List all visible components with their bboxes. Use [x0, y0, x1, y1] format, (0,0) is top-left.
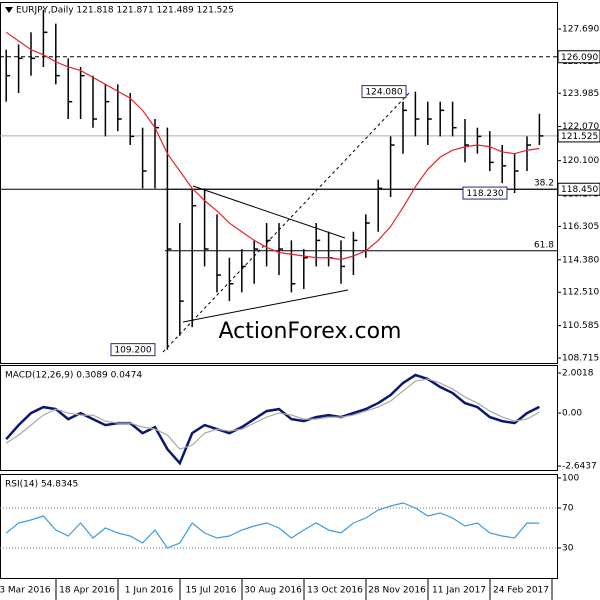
y-tick-label: 127.690: [562, 25, 599, 35]
y-tick-label: 112.510: [562, 288, 599, 298]
symbol-icon: [5, 7, 13, 13]
x-tick-label: 24 Feb 2017: [493, 586, 549, 596]
trend-line-lower: [182, 289, 349, 323]
callout-box: [462, 186, 508, 200]
y-tick-label: 116.305: [562, 222, 599, 232]
indicator-line: [5, 502, 540, 549]
y-tick-label: 30: [562, 544, 574, 554]
macd-panel-frame: [0, 365, 558, 471]
watermark: ActionForex.com: [219, 319, 402, 344]
price-tag-label: 121.525: [561, 132, 598, 142]
moving-average: [5, 31, 540, 261]
x-tick-label: 11 Jan 2017: [432, 586, 486, 596]
y-tick-label: 0.00: [562, 409, 582, 419]
y-tick-label: 108.715: [562, 354, 599, 364]
x-tick-label: 13 Oct 2016: [307, 586, 363, 596]
y-tick-label: 114.380: [562, 255, 599, 265]
y-tick-label: 122.070: [562, 122, 599, 132]
price-tag-label: 118.450: [561, 185, 598, 195]
trend-line-upper: [192, 185, 346, 239]
y-tick-label: 100: [562, 474, 579, 484]
price-tag: [557, 129, 600, 143]
y-tick-label: 110.585: [562, 321, 599, 331]
fib-label: 61.8: [534, 240, 554, 250]
callout-label: 109.200: [114, 346, 151, 356]
y-tick-label: -2.6437: [562, 462, 597, 472]
x-tick-label: 15 Jul 2016: [186, 586, 237, 596]
price-tag: [557, 182, 600, 196]
fib-label: 38.2: [534, 179, 554, 189]
y-tick-label: 70: [562, 504, 574, 514]
x-tick-label: 28 Nov 2016: [368, 586, 426, 596]
rsi-panel-frame: [0, 474, 558, 579]
callout-label: 118.230: [466, 189, 503, 199]
indicator-line: [5, 378, 540, 450]
macd-title: MACD(12,26,9) 0.3089 0.0474: [5, 371, 142, 381]
price-tag-label: 126.090: [561, 53, 598, 63]
callout-label: 124.080: [365, 88, 402, 98]
x-tick-label: 18 Apr 2016: [59, 586, 115, 596]
callout-box: [110, 343, 156, 357]
indicator-line: [5, 373, 540, 466]
x-tick-label: 1 Jun 2016: [125, 586, 174, 596]
x-tick-label: 3 Mar 2016: [0, 586, 51, 596]
y-tick-label: 120.100: [562, 156, 599, 166]
y-tick-label: 123.985: [562, 89, 599, 99]
price-tag: [557, 50, 600, 64]
rsi-title: RSI(14) 54.8345: [5, 480, 78, 490]
y-tick-label: 2.0018: [562, 368, 594, 378]
callout-box: [361, 85, 407, 99]
price-title: EURJPY,Daily 121.818 121.871 121.489 121…: [16, 6, 234, 16]
x-tick-label: 30 Aug 2016: [244, 586, 302, 596]
